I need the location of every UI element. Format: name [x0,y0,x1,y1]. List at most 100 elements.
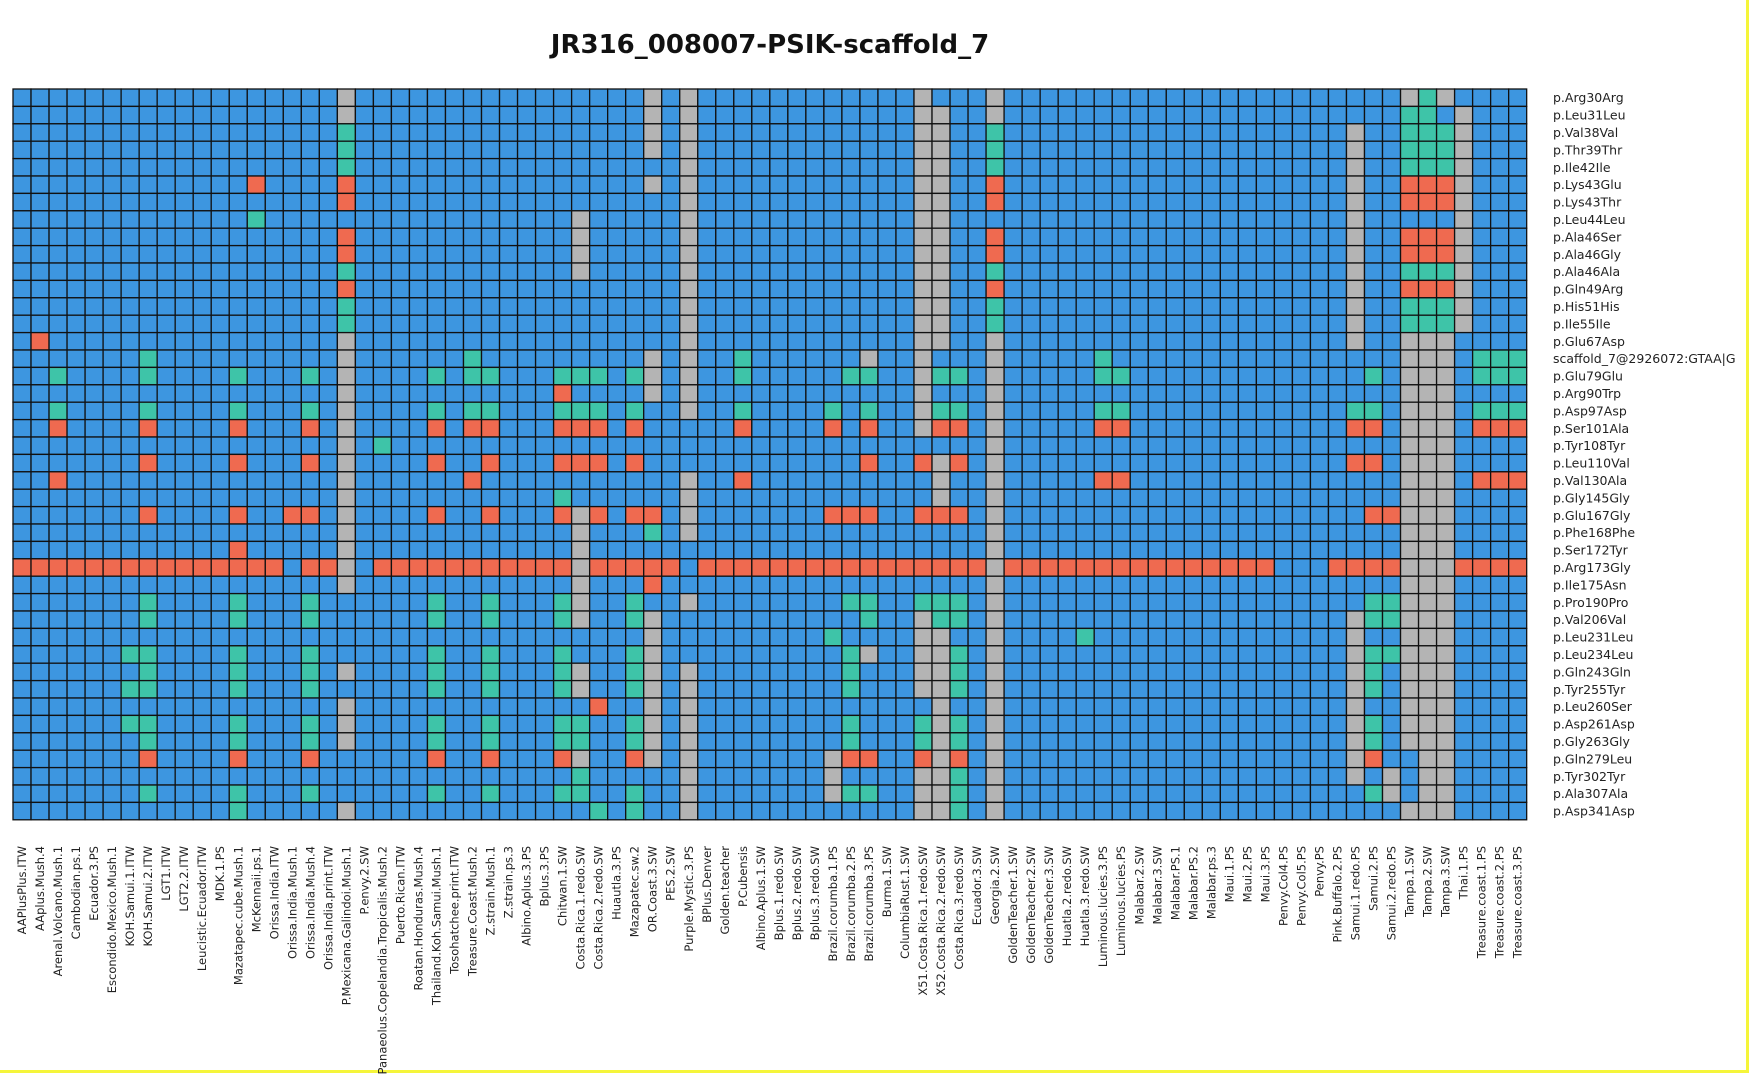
heatmap-cell-blue [210,540,230,560]
heatmap-cell-blue [1165,105,1185,125]
heatmap-cell-blue [174,175,194,195]
heatmap-cell-blue [156,749,176,769]
heatmap-cell-blue [1255,610,1276,630]
heatmap-cell-gray [913,366,933,386]
heatmap-cell-blue [661,297,681,316]
heatmap-cell-blue [1255,297,1276,316]
heatmap-cell-blue [462,523,483,543]
heatmap-cell-blue [1237,349,1258,369]
heatmap-cell-green [552,610,573,630]
heatmap-cell-blue [156,523,176,543]
heatmap-cell-blue [372,679,393,699]
heatmap-cell-blue [661,453,681,473]
heatmap-cell-blue [805,279,825,299]
heatmap-cell-blue [390,575,411,595]
heatmap-cell-blue [1345,523,1366,543]
heatmap-cell-blue [697,314,717,334]
heatmap-cell-blue [1111,384,1131,403]
heatmap-cell-blue [300,140,320,160]
heatmap-cell-blue [570,645,591,664]
heatmap-cell-green [300,679,320,699]
heatmap-cell-blue [949,436,969,456]
heatmap-cell-blue [444,366,465,386]
heatmap-cell-blue [246,662,266,682]
heatmap-cell-blue [661,192,681,212]
heatmap-cell-blue [805,105,825,125]
heatmap-cell-gray [1453,314,1474,334]
heatmap-cell-blue [1291,610,1312,630]
heatmap-cell-blue [516,801,537,821]
heatmap-cell-blue [174,140,194,160]
heatmap-cell-blue [1057,749,1077,769]
heatmap-cell-blue [246,88,266,108]
heatmap-cell-blue [1255,349,1276,369]
heatmap-cell-red [1381,505,1402,525]
heatmap-cell-blue [1111,140,1131,160]
heatmap-cell-green [480,714,501,734]
heatmap-cell-blue [1075,453,1095,473]
heatmap-cell-blue [1111,244,1131,264]
heatmap-cell-blue [733,801,753,821]
heatmap-cell-blue [1291,331,1312,351]
heatmap-cell-blue [751,732,771,751]
heatmap-cell-blue [805,140,825,160]
heatmap-cell-green [300,784,320,804]
heatmap-cell-blue [264,401,284,421]
heatmap-cell-blue [174,714,194,734]
heatmap-cell-blue [1309,105,1330,125]
heatmap-cell-blue [1219,192,1240,212]
heatmap-cell-gray [679,88,699,108]
heatmap-cell-blue [102,227,122,247]
heatmap-cell-blue [1273,714,1294,734]
heatmap-cell-gray [1453,175,1474,195]
heatmap-cell-blue [751,279,771,299]
heatmap-cell-blue [246,279,266,299]
heatmap-cell-gray [1417,679,1438,699]
heatmap-cell-red [625,749,645,769]
row-label: p.Pro190Pro [1553,595,1628,610]
heatmap-cell-blue [697,592,717,612]
heatmap-cell-green [552,645,573,664]
column-label: Treasure.Coast.Mush.2 [466,846,480,977]
heatmap-cell-blue [841,314,861,334]
heatmap-cell-blue [228,488,248,508]
heatmap-cell-blue [1111,331,1131,351]
heatmap-cell-green [1381,645,1402,664]
heatmap-cell-blue [967,784,987,804]
heatmap-cell-blue [769,766,789,786]
heatmap-cell-blue [769,244,789,264]
heatmap-cell-red [228,505,248,525]
heatmap-cell-blue [967,645,987,664]
heatmap-cell-blue [841,384,861,403]
heatmap-cell-blue [246,418,266,438]
heatmap-cell-blue [805,192,825,212]
heatmap-cell-green [1363,366,1384,386]
heatmap-cell-blue [823,471,843,490]
heatmap-cell-blue [1201,262,1221,282]
heatmap-cell-blue [823,366,843,386]
heatmap-cell-blue [192,279,212,299]
heatmap-cell-blue [1489,297,1510,316]
heatmap-cell-red [1129,558,1149,577]
heatmap-cell-blue [1291,384,1312,403]
heatmap-cell-blue [516,175,537,195]
heatmap-cell-blue [805,88,825,108]
heatmap-cell-blue [805,453,825,473]
heatmap-cell-green [1399,297,1420,316]
heatmap-cell-gray [1345,766,1366,786]
heatmap-cell-green [1399,105,1420,125]
heatmap-cell-blue [12,88,32,108]
heatmap-cell-red [949,418,969,438]
heatmap-cell-blue [1219,314,1240,334]
heatmap-cell-blue [1327,123,1348,142]
heatmap-cell-blue [1147,140,1167,160]
heatmap-cell-blue [318,471,339,490]
heatmap-cell-blue [246,488,266,508]
heatmap-cell-blue [318,488,339,508]
heatmap-cell-blue [1327,436,1348,456]
heatmap-cell-blue [426,140,447,160]
heatmap-cell-blue [1508,105,1528,125]
heatmap-cell-blue [102,436,122,456]
heatmap-cell-blue [1237,157,1258,177]
heatmap-cell-blue [1165,627,1185,647]
